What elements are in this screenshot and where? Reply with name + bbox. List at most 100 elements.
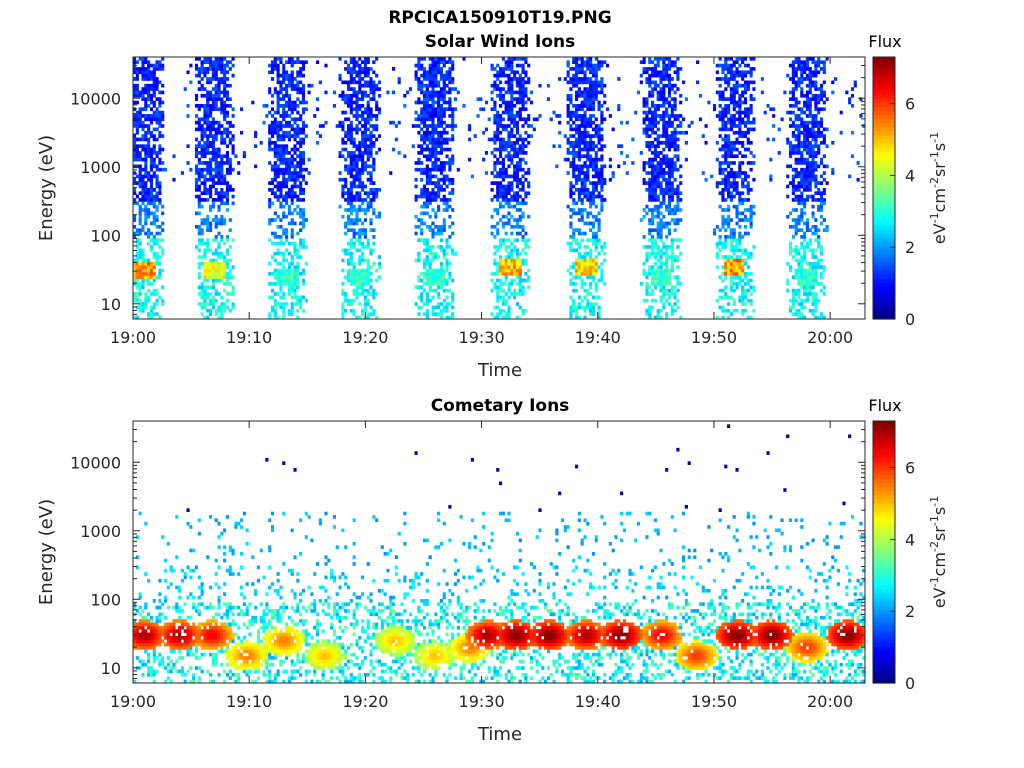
flux-cell: [158, 117, 162, 122]
flux-cell: [667, 295, 672, 300]
flux-cell: [439, 245, 443, 249]
flux-cell: [586, 174, 590, 179]
flux-cell: [572, 57, 576, 61]
flux-cell: [138, 164, 142, 169]
flux-cell: [217, 265, 221, 269]
flux-cell: [420, 188, 424, 192]
flux-cell: [434, 194, 438, 199]
flux-cell: [155, 184, 159, 189]
flux-cell: [211, 140, 215, 145]
flux-cell: [141, 268, 145, 273]
flux-cell: [724, 245, 728, 249]
flux-cell: [507, 261, 511, 266]
flux-cell: [510, 83, 514, 88]
flux-cell: [211, 258, 215, 263]
flux-cell: [642, 100, 646, 105]
flux-cell: [712, 228, 717, 232]
flux-cell: [439, 70, 443, 75]
flux-cell: [180, 171, 184, 175]
flux-cell: [220, 124, 224, 128]
flux-cell: [515, 292, 520, 296]
flux-cell: [352, 57, 356, 61]
flux-cell: [499, 261, 503, 266]
flux-cell: [366, 312, 370, 316]
flux-cell: [422, 107, 427, 112]
flux-cell: [527, 285, 531, 290]
flux-cell: [667, 268, 672, 273]
flux-cell: [597, 130, 601, 135]
flux-cell: [448, 315, 452, 320]
flux-cell: [217, 241, 221, 246]
flux-cell: [304, 124, 308, 128]
flux-cell: [575, 282, 579, 286]
flux-cell: [445, 251, 449, 256]
flux-cell: [335, 124, 339, 128]
flux-cell: [608, 177, 612, 182]
flux-cell: [377, 147, 382, 152]
flux-cell: [352, 268, 356, 273]
flux-cell: [431, 278, 435, 283]
flux-cell: [667, 255, 672, 259]
flux-cell: [301, 93, 306, 98]
flux-cell: [645, 130, 649, 135]
flux-cell: [228, 271, 232, 276]
flux-cell: [721, 271, 725, 276]
flux-cell: [476, 97, 480, 101]
flux-cell: [515, 194, 520, 199]
flux-cell: [575, 271, 579, 276]
flux-cell: [217, 167, 221, 172]
flux-cell: [211, 238, 215, 243]
flux-cell: [420, 107, 424, 112]
flux-cell: [434, 147, 438, 152]
flux-cell: [510, 134, 514, 138]
flux-cell: [307, 90, 311, 95]
flux-cell: [575, 93, 579, 98]
flux-cell: [676, 124, 680, 128]
flux-cell: [152, 83, 156, 88]
flux-cell: [566, 140, 570, 145]
flux-cell: [296, 161, 300, 165]
flux-cell: [451, 312, 455, 316]
flux-cell: [352, 218, 356, 222]
flux-cell: [594, 161, 598, 165]
flux-cell: [414, 184, 418, 189]
flux-cell: [439, 164, 443, 169]
flux-cell: [507, 57, 511, 61]
flux-cell: [521, 67, 525, 71]
flux-cell: [445, 147, 449, 152]
flux-cell: [600, 268, 604, 273]
flux-cell: [155, 208, 159, 212]
flux-cell: [653, 261, 657, 266]
flux-cell: [223, 275, 227, 279]
flux-cell: [597, 228, 601, 232]
flux-cell: [276, 282, 280, 286]
flux-cell: [135, 87, 139, 91]
flux-cell: [724, 167, 728, 172]
flux-cell: [662, 130, 666, 135]
flux-cell: [254, 144, 258, 148]
flux-cell: [161, 228, 165, 232]
flux-cell: [425, 268, 429, 273]
flux-cell: [273, 258, 277, 263]
flux-cell: [223, 241, 227, 246]
flux-cell: [270, 177, 275, 182]
flux-cell: [293, 241, 297, 246]
flux-cell: [442, 87, 446, 91]
flux-cell: [194, 167, 199, 172]
flux-cell: [679, 93, 683, 98]
flux-cell: [214, 224, 218, 229]
flux-cell: [670, 305, 674, 310]
flux-cell: [161, 302, 165, 306]
flux-cell: [437, 144, 441, 148]
flux-cell: [662, 134, 666, 138]
flux-cell: [231, 285, 235, 290]
flux-cell: [577, 57, 581, 61]
flux-cell: [220, 268, 224, 273]
flux-cell: [434, 93, 438, 98]
flux-cell: [451, 157, 455, 162]
flux-cell: [214, 288, 218, 293]
flux-cell: [296, 80, 300, 85]
flux-cell: [594, 258, 598, 263]
flux-cell: [268, 295, 272, 300]
flux-cell: [521, 184, 525, 189]
